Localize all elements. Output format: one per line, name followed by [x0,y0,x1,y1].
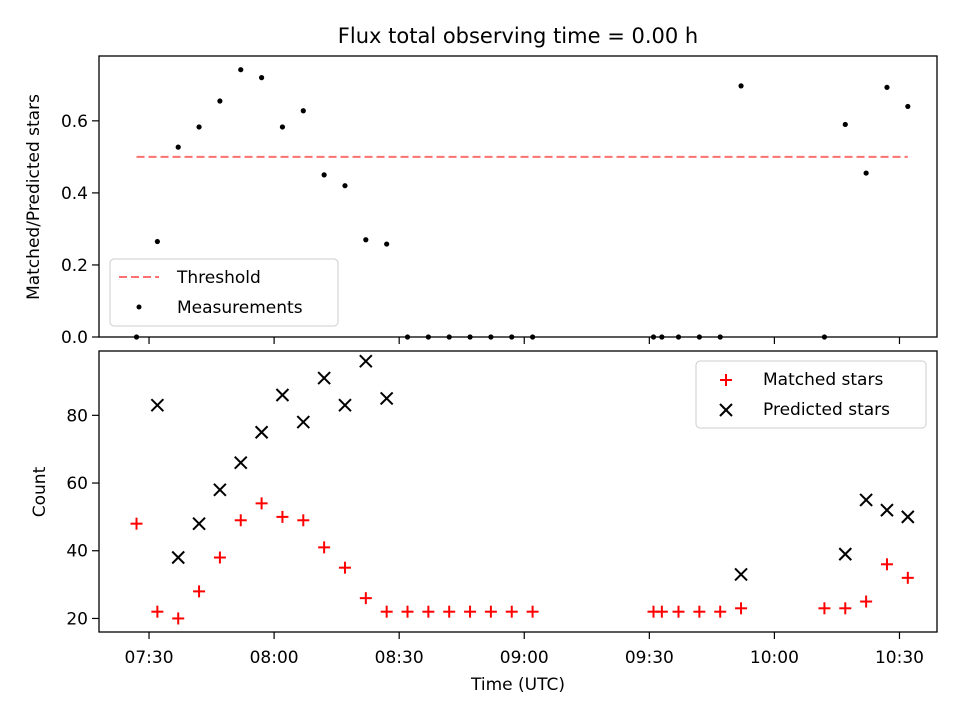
matched-star-point [714,605,727,618]
matched-star-point [693,605,706,618]
predicted-star-point [213,483,227,497]
bottom-y-tick-label: 40 [66,542,88,562]
bottom-panel: 20 40 60 80 07:30 08:00 08:30 09:00 09:30 10:00 1… [30,350,938,695]
bottom-x-tick-label: 09:00 [500,648,549,668]
bottom-x-tick-label: 08:00 [250,648,299,668]
measurement-point [217,98,223,104]
measurement-point [196,124,202,130]
predicted-star-point [234,456,248,470]
top-legend-box [109,258,339,327]
matched-star-point [297,514,310,527]
bottom-x-tick-label: 08:30 [375,648,424,668]
measurement-point [738,83,744,89]
top-y-tick-label: 0.6 [61,112,88,132]
measurement-point [384,241,390,247]
matched-star-point [901,571,914,584]
matched-star-point [464,605,477,618]
predicted-star-point [901,510,915,524]
legend-matched-label: Matched stars [763,370,883,390]
matched-star-point [505,605,518,618]
matched-star-point [234,514,247,527]
top-panel: 0.0 0.2 0.4 0.6 Matched/Predicted stars Thr… [24,55,938,348]
bottom-x-tick-label: 07:30 [125,648,174,668]
measurement-point [300,108,306,114]
matched-star-point [839,602,852,615]
predicted-star-point [838,547,852,561]
matched-star-point [276,510,289,523]
matched-star-point [172,612,185,625]
matched-star-point [130,517,143,530]
matched-star-point [318,541,331,554]
matched-star-point [880,558,893,571]
matched-star-point [655,605,668,618]
measurement-point [863,170,869,176]
matched-star-point [193,585,206,598]
predicted-star-point [317,371,331,385]
matched-star-point [401,605,414,618]
measurement-point [842,121,848,128]
bottom-x-axis-label: Time (UTC) [470,675,565,695]
matched-star-point [526,605,539,618]
matched-star-point [422,605,435,618]
legend-measurements-swatch [136,304,142,310]
measurement-point [238,67,244,73]
measurement-point [884,84,890,90]
top-y-tick-label: 0.2 [61,256,88,276]
predicted-star-point [379,391,394,406]
matched-star-point [213,551,226,564]
predicted-star-point [150,398,165,412]
bottom-y-tick-label: 80 [66,406,88,426]
bottom-y-axis-label: Count [30,466,50,517]
predicted-star-point [171,550,185,565]
top-y-tick-label: 0.0 [61,328,88,348]
bottom-legend: Matched stars Predicted stars [695,360,927,429]
bottom-x-tick-label: 09:30 [625,648,674,668]
bottom-axes-frame [98,350,938,633]
predicted-star-point [338,398,352,412]
predicted-star-point [359,354,373,368]
measurement-point [342,183,348,189]
top-y-tick-label: 0.4 [61,184,88,204]
matched-star-point [151,605,164,618]
top-legend: Threshold Measurements [109,258,339,327]
matched-star-point [860,595,873,608]
measurement-point [279,124,286,130]
predicted-star-point [192,516,206,531]
measurement-point [258,75,265,81]
top-y-axis-label: Matched/Predicted stars [24,94,44,300]
measurement-point [175,144,181,150]
bottom-x-tick-label: 10:30 [875,648,924,668]
top-axes-frame [98,55,938,338]
legend-matched-swatch [720,374,732,386]
matched-star-point [380,605,393,618]
measurement-point [905,103,911,110]
bottom-y-tick-label: 20 [66,609,88,629]
predicted-star-point [275,388,290,402]
matched-star-point [672,605,685,618]
predicted-star-point [296,415,310,429]
bottom-x-tick-label: 10:00 [750,648,799,668]
matched-star-point [735,602,748,615]
predicted-star-point [734,567,748,582]
matched-star-point [359,592,372,605]
predicted-star-point [254,425,269,439]
legend-threshold-label: Threshold [176,268,261,288]
matched-star-point [484,605,497,618]
matched-star-point [818,602,831,615]
measurement-point [321,172,327,178]
measurement-point [363,237,369,243]
legend-measurements-label: Measurements [177,298,303,318]
measurement-point [154,238,160,245]
bottom-y-tick-label: 60 [66,474,88,494]
matched-star-point [338,561,351,574]
matched-star-point [255,497,268,510]
predicted-star-point [880,503,894,517]
legend-predicted-swatch [719,403,733,417]
chart-title: Flux total observing time = 0.00 h [338,24,698,48]
matched-star-point [443,605,456,618]
legend-predicted-label: Predicted stars [763,400,890,420]
bottom-legend-box [695,360,927,429]
predicted-star-point [859,493,873,507]
